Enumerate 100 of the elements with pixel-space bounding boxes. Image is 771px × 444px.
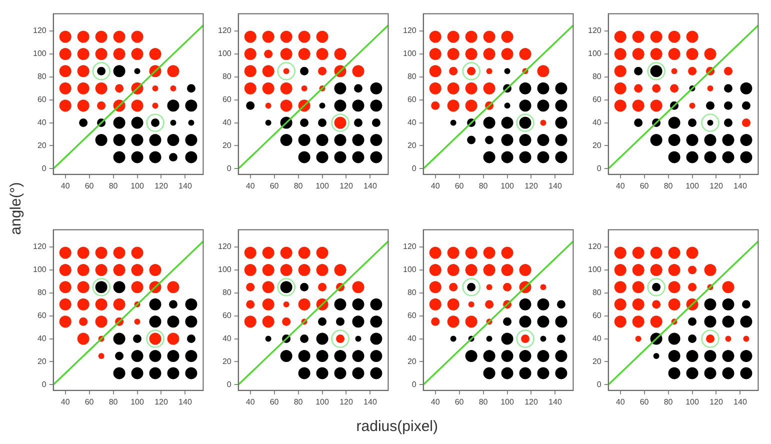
x-tick-label: 140 (178, 397, 192, 406)
x-tick-label: 40 (246, 397, 256, 406)
x-tick-label: 100 (316, 397, 330, 406)
x-tick-label: 40 (60, 397, 70, 406)
y-tick-label: 20 (592, 140, 602, 150)
x-tick-label: 80 (478, 397, 488, 406)
y-tick-label: 20 (407, 140, 417, 150)
y-tick-label: 60 (592, 95, 602, 104)
y-tick-label: 120 (402, 26, 417, 36)
x-tick-label: 120 (154, 181, 168, 190)
y-tick-label: 120 (218, 26, 232, 36)
y-tick-label: 40 (592, 118, 602, 127)
x-tick-label: 40 (430, 397, 440, 406)
y-tick-label: 60 (407, 311, 417, 320)
y-tick-label: 20 (37, 140, 47, 150)
y-tick-label: 40 (407, 118, 417, 127)
y-tick-label: 40 (37, 334, 47, 343)
y-tick-label: 120 (32, 26, 47, 36)
x-tick-label: 60 (454, 181, 464, 190)
x-tick-label: 100 (316, 181, 330, 190)
y-tick-label: 100 (588, 265, 602, 274)
x-tick-label: 140 (548, 397, 562, 406)
y-tick-label: 120 (218, 242, 232, 252)
x-tick-label: 100 (686, 397, 700, 406)
y-tick-label: 100 (402, 49, 417, 58)
y-axis-title: angle(°) (8, 181, 24, 237)
y-tick-label: 100 (218, 265, 232, 274)
x-tick-label: 140 (364, 181, 378, 190)
y-tick-label: 0 (596, 164, 602, 173)
x-tick-label: 60 (270, 397, 280, 406)
x-tick-label: 120 (524, 181, 538, 190)
x-tick-label: 80 (478, 181, 488, 190)
x-tick-label: 140 (178, 181, 192, 190)
x-tick-label: 80 (108, 397, 118, 406)
y-tick-label: 20 (222, 356, 232, 366)
y-tick-label: 40 (37, 118, 47, 127)
y-tick-label: 20 (407, 356, 417, 366)
x-tick-label: 80 (108, 181, 118, 190)
x-tick-label: 100 (686, 181, 700, 190)
y-tick-label: 60 (222, 311, 232, 320)
x-tick-label: 140 (548, 181, 562, 190)
y-tick-label: 60 (37, 311, 47, 320)
y-tick-label: 80 (222, 288, 232, 298)
y-tick-label: 0 (42, 164, 47, 173)
x-tick-label: 100 (500, 181, 514, 190)
x-tick-label: 60 (84, 181, 94, 190)
y-tick-label: 20 (222, 140, 232, 150)
y-tick-label: 40 (222, 334, 232, 343)
y-tick-label: 0 (226, 380, 232, 389)
x-tick-label: 40 (430, 181, 440, 190)
y-tick-label: 120 (588, 26, 602, 36)
y-tick-label: 100 (32, 49, 47, 58)
y-tick-label: 40 (592, 334, 602, 343)
x-tick-label: 140 (734, 181, 748, 190)
y-tick-label: 0 (412, 380, 417, 389)
x-tick-label: 80 (294, 181, 304, 190)
y-tick-label: 80 (592, 288, 602, 298)
y-tick-label: 100 (218, 49, 232, 58)
x-tick-label: 40 (60, 181, 70, 190)
y-tick-label: 60 (407, 95, 417, 104)
x-axis-title: radius(pixel) (356, 418, 438, 435)
x-tick-label: 40 (246, 181, 256, 190)
y-tick-label: 60 (222, 95, 232, 104)
x-tick-label: 120 (710, 397, 724, 406)
x-tick-label: 60 (84, 397, 94, 406)
y-tick-label: 80 (37, 72, 47, 82)
y-tick-label: 40 (407, 334, 417, 343)
x-tick-label: 80 (664, 397, 674, 406)
y-tick-label: 80 (37, 288, 47, 298)
y-tick-label: 80 (407, 72, 417, 82)
x-tick-label: 120 (340, 397, 354, 406)
y-tick-label: 20 (37, 356, 47, 366)
x-tick-label: 120 (340, 181, 354, 190)
y-tick-label: 0 (42, 380, 47, 389)
x-tick-label: 60 (454, 397, 464, 406)
x-tick-label: 40 (616, 181, 626, 190)
x-tick-label: 100 (130, 181, 144, 190)
y-tick-label: 120 (32, 242, 47, 252)
y-tick-label: 100 (32, 265, 47, 274)
y-tick-label: 80 (592, 72, 602, 82)
x-tick-label: 120 (710, 181, 724, 190)
y-tick-label: 60 (37, 95, 47, 104)
x-tick-label: 60 (270, 181, 280, 190)
x-tick-label: 60 (640, 397, 650, 406)
x-tick-label: 120 (154, 397, 168, 406)
x-tick-label: 80 (294, 397, 304, 406)
y-tick-label: 60 (592, 311, 602, 320)
x-tick-label: 100 (500, 397, 514, 406)
x-tick-label: 100 (130, 397, 144, 406)
x-tick-label: 140 (364, 397, 378, 406)
y-tick-label: 100 (402, 265, 417, 274)
x-tick-label: 60 (640, 181, 650, 190)
y-tick-label: 40 (222, 118, 232, 127)
y-tick-label: 100 (588, 49, 602, 58)
y-tick-label: 0 (412, 164, 417, 173)
x-tick-label: 120 (524, 397, 538, 406)
x-tick-label: 40 (616, 397, 626, 406)
x-tick-label: 140 (734, 397, 748, 406)
y-tick-label: 20 (592, 356, 602, 366)
y-tick-label: 120 (588, 242, 602, 252)
